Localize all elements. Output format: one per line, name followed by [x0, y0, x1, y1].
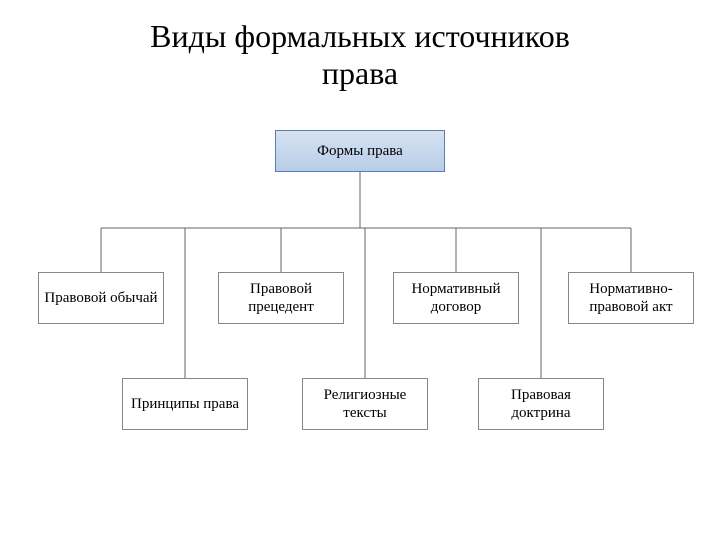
root-node: Формы права — [275, 130, 445, 172]
row1-node-3: Нормативно-правовой акт — [568, 272, 694, 324]
title-line-2: права — [322, 55, 398, 91]
row1-node-1: Правовой прецедент — [218, 272, 344, 324]
row2-node-2: Правовая доктрина — [478, 378, 604, 430]
row2-node-1: Религиозные тексты — [302, 378, 428, 430]
title-line-1: Виды формальных источников — [150, 18, 570, 54]
page-title: Виды формальных источников права — [0, 0, 720, 92]
row1-node-0: Правовой обычай — [38, 272, 164, 324]
row2-node-0: Принципы права — [122, 378, 248, 430]
row1-node-2: Нормативный договор — [393, 272, 519, 324]
